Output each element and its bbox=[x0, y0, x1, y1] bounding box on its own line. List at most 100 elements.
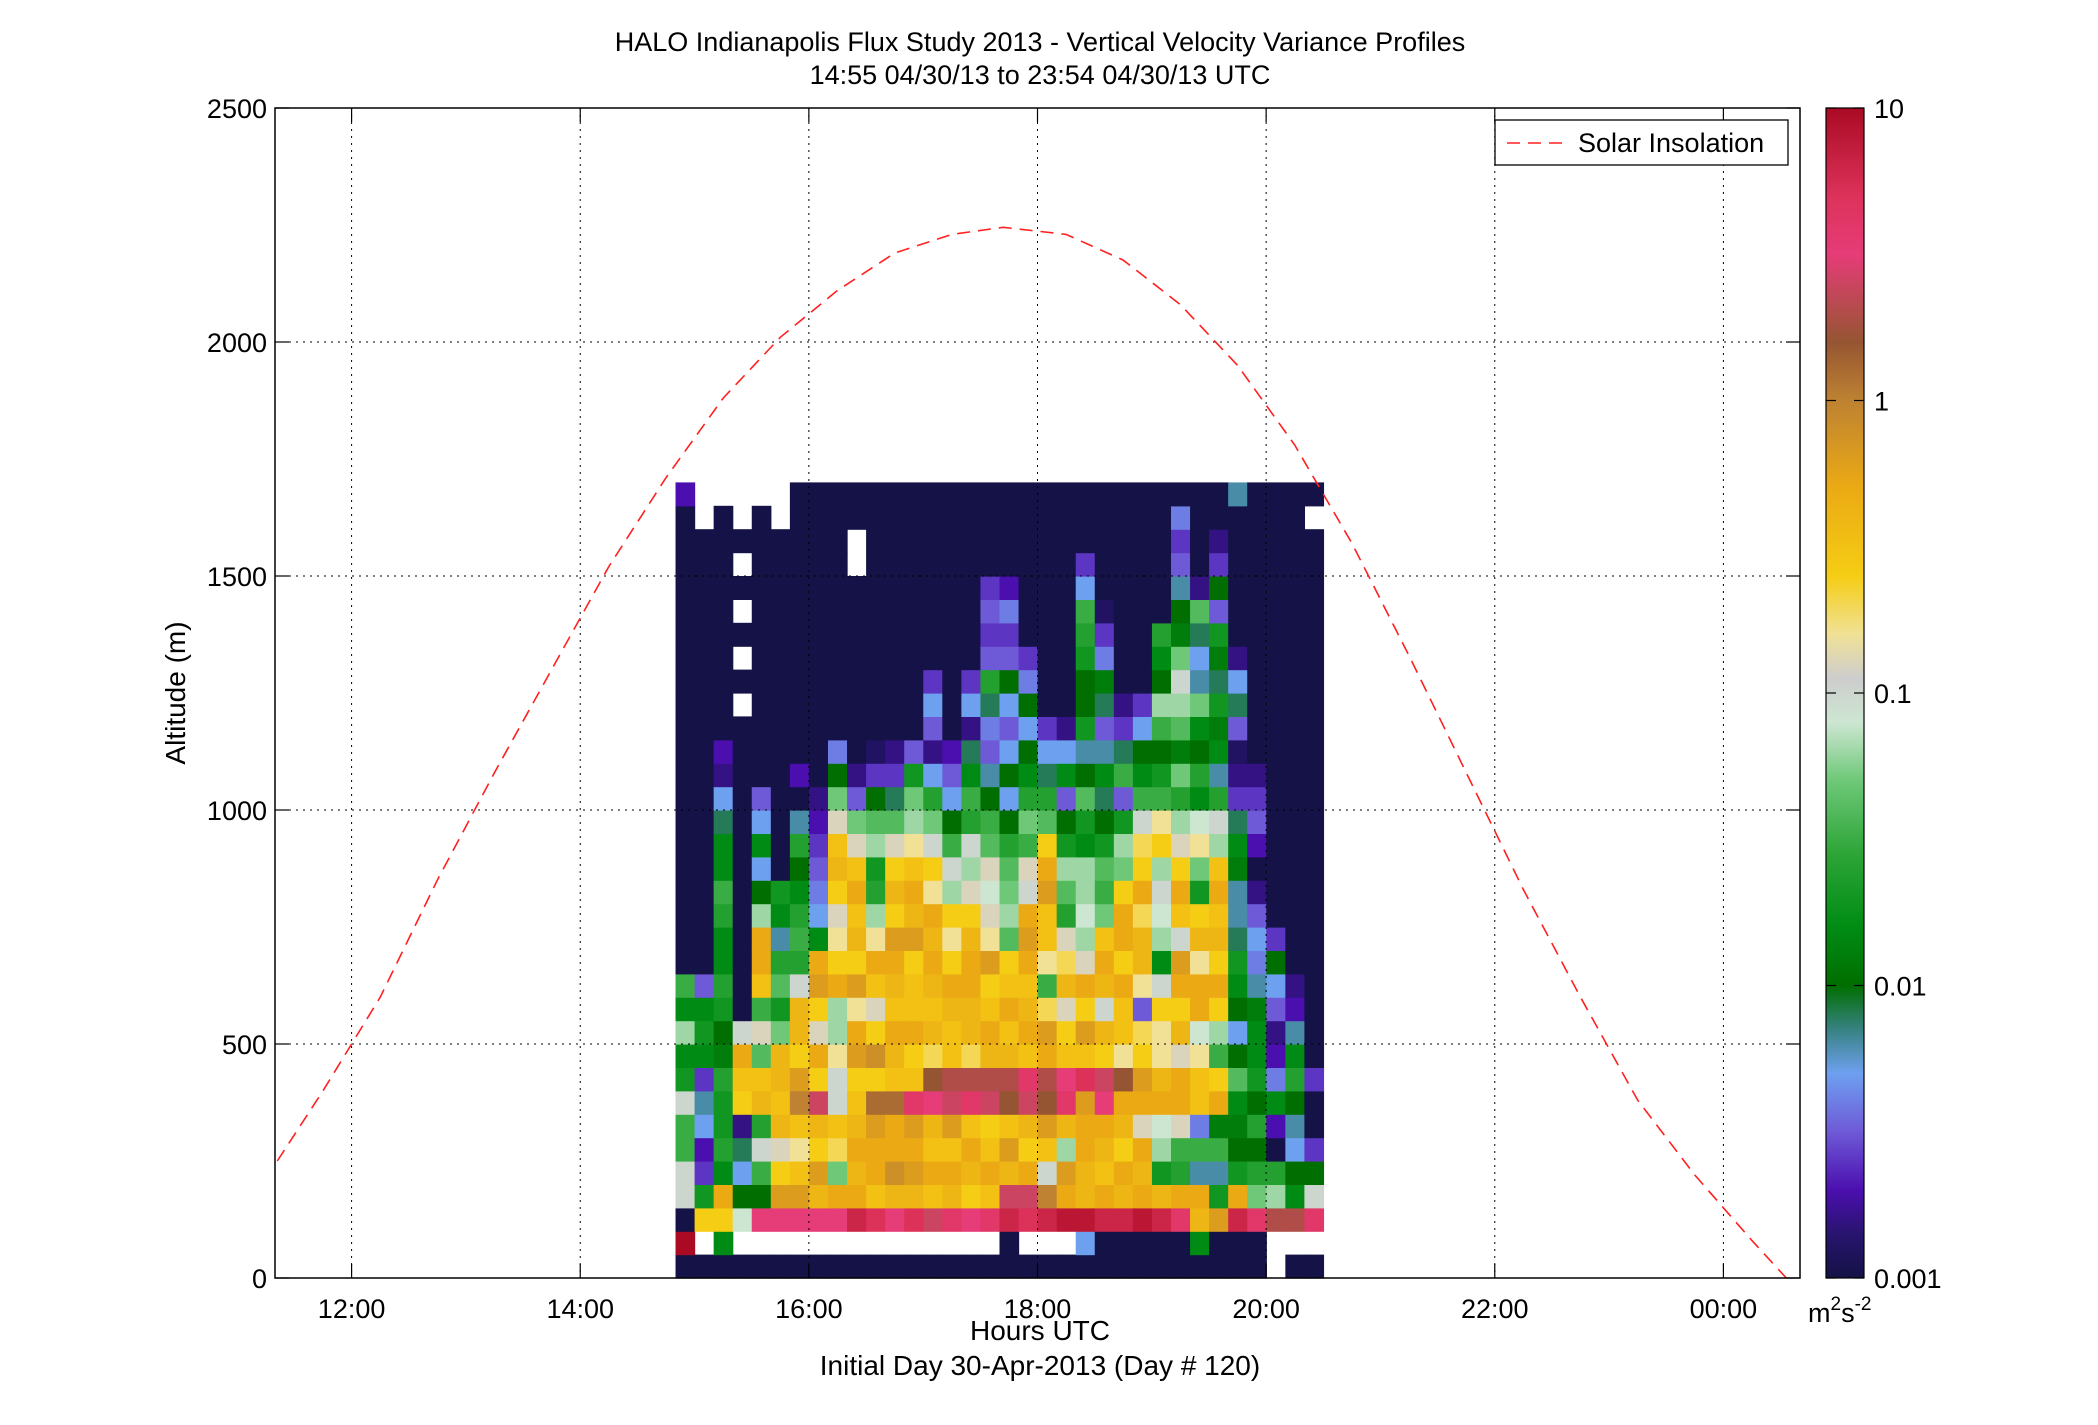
heatmap-cell bbox=[904, 950, 924, 975]
heatmap-cell bbox=[713, 739, 734, 764]
heatmap-cell bbox=[1228, 810, 1248, 834]
heatmap-cell bbox=[751, 693, 772, 717]
heatmap-cell bbox=[1018, 669, 1039, 694]
heatmap-cell bbox=[808, 1044, 829, 1068]
heatmap-cell bbox=[961, 786, 982, 811]
heatmap-cell bbox=[827, 716, 848, 741]
heatmap-cell bbox=[789, 810, 810, 834]
heatmap-cell bbox=[1171, 622, 1191, 647]
heatmap-cell bbox=[885, 1184, 905, 1209]
heatmap-cell bbox=[1209, 529, 1229, 554]
heatmap-cell bbox=[1018, 552, 1039, 577]
heatmap-cell bbox=[827, 973, 848, 998]
heatmap-cell bbox=[694, 1161, 715, 1185]
heatmap-cell bbox=[675, 1090, 696, 1115]
heatmap-cell bbox=[942, 1044, 962, 1068]
heatmap-cell bbox=[770, 1254, 791, 1279]
heatmap-cell bbox=[866, 576, 886, 600]
heatmap-cell bbox=[980, 1044, 1001, 1068]
heatmap-cell bbox=[1037, 856, 1058, 881]
heatmap-cell bbox=[942, 1207, 962, 1232]
heatmap-cell bbox=[808, 716, 829, 741]
heatmap-cell bbox=[713, 1137, 734, 1162]
heatmap-cell bbox=[866, 1207, 886, 1232]
heatmap-cell bbox=[694, 529, 715, 554]
heatmap-cell bbox=[1209, 482, 1229, 507]
solar-insolation-line bbox=[276, 226, 1787, 1279]
heatmap-cell bbox=[827, 763, 848, 788]
heatmap-cell bbox=[923, 1137, 943, 1162]
heatmap-cell bbox=[770, 786, 791, 811]
heatmap-cell bbox=[904, 1254, 924, 1279]
heatmap-cell bbox=[770, 763, 791, 788]
heatmap-cell bbox=[751, 716, 772, 741]
heatmap-cell bbox=[770, 529, 791, 554]
heatmap-cell bbox=[808, 693, 829, 717]
heatmap-cell bbox=[980, 973, 1001, 998]
heatmap-cell bbox=[1075, 1161, 1096, 1185]
heatmap-cell bbox=[1190, 482, 1210, 507]
heatmap-cell bbox=[1075, 1067, 1096, 1092]
heatmap-cell bbox=[1113, 810, 1134, 834]
heatmap-cell bbox=[1132, 763, 1153, 788]
heatmap-cell bbox=[885, 599, 905, 624]
heatmap-cell bbox=[1037, 880, 1058, 905]
heatmap-cell bbox=[1171, 973, 1191, 998]
heatmap-cell bbox=[866, 1090, 886, 1115]
heatmap-cell bbox=[1132, 1137, 1153, 1162]
heatmap-cell bbox=[713, 529, 734, 554]
heatmap-cell bbox=[866, 1161, 886, 1185]
heatmap-cell bbox=[1037, 693, 1058, 717]
heatmap-cell bbox=[980, 482, 1001, 507]
heatmap-cell bbox=[694, 576, 715, 600]
heatmap-cell bbox=[847, 1137, 867, 1162]
heatmap-cell bbox=[1018, 1090, 1039, 1115]
heatmap-cell bbox=[1075, 622, 1096, 647]
heatmap-cell bbox=[675, 669, 696, 694]
heatmap-cell bbox=[675, 646, 696, 671]
heatmap-cell bbox=[770, 997, 791, 1022]
heatmap-cell bbox=[999, 833, 1020, 858]
heatmap-cell bbox=[1037, 973, 1058, 998]
heatmap-cell bbox=[1056, 552, 1077, 577]
heatmap-cell bbox=[1228, 505, 1248, 530]
heatmap-cell bbox=[1171, 903, 1191, 928]
heatmap-cell bbox=[1094, 903, 1115, 928]
heatmap-cell bbox=[1151, 973, 1172, 998]
heatmap-cell bbox=[866, 646, 886, 671]
heatmap-cell bbox=[1304, 856, 1325, 881]
heatmap-cell bbox=[694, 1137, 715, 1162]
heatmap-cell bbox=[694, 1020, 715, 1045]
heatmap-cell bbox=[1209, 1161, 1229, 1185]
heatmap-cell bbox=[808, 1090, 829, 1115]
heatmap-cell bbox=[1228, 576, 1248, 600]
heatmap-cell bbox=[980, 786, 1001, 811]
heatmap-cell bbox=[980, 810, 1001, 834]
legend: Solar Insolation bbox=[1494, 119, 1789, 166]
heatmap-cell bbox=[1190, 1067, 1210, 1092]
heatmap-cell bbox=[1266, 810, 1286, 834]
heatmap-cell bbox=[1304, 1090, 1325, 1115]
plot-area: 12:00 14:00 16:00 18:00 20:00 22:00 00:00 0 500… bbox=[207, 94, 1801, 1324]
heatmap-cell bbox=[713, 763, 734, 788]
heatmap-cell bbox=[751, 552, 772, 577]
heatmap-cell bbox=[866, 716, 886, 741]
heatmap-cell bbox=[789, 505, 810, 530]
heatmap-cell bbox=[732, 1044, 753, 1068]
heatmap-cell bbox=[675, 810, 696, 834]
heatmap-cell bbox=[694, 903, 715, 928]
heatmap-cell bbox=[1228, 716, 1248, 741]
heatmap-cell bbox=[770, 1044, 791, 1068]
heatmap-cell bbox=[1209, 880, 1229, 905]
heatmap-cell bbox=[1094, 739, 1115, 764]
heatmap-cell bbox=[1190, 1254, 1210, 1279]
heatmap-cell bbox=[1228, 482, 1248, 507]
heatmap-cell bbox=[713, 1044, 734, 1068]
heatmap-cell bbox=[904, 646, 924, 671]
heatmap-cell bbox=[866, 529, 886, 554]
heatmap-cell bbox=[1018, 693, 1039, 717]
heatmap-cell bbox=[1113, 833, 1134, 858]
heatmap-cell bbox=[961, 1207, 982, 1232]
heatmap-cell bbox=[885, 505, 905, 530]
heatmap-cell bbox=[847, 903, 867, 928]
